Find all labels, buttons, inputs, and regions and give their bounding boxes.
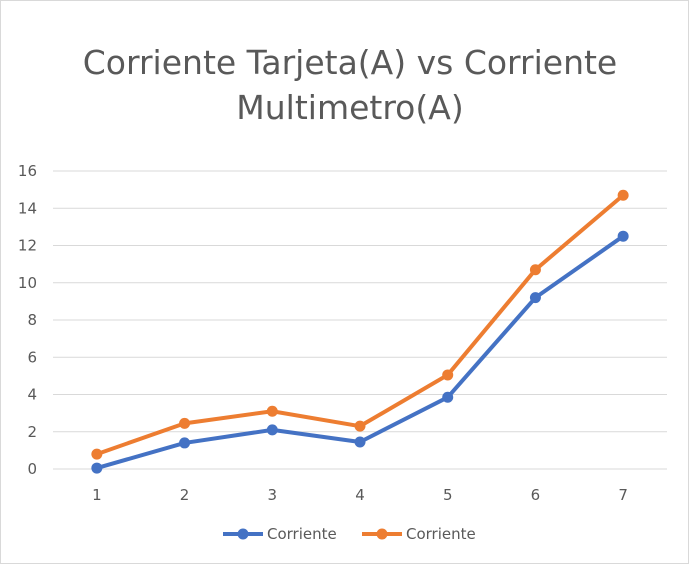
y-tick-label: 6 (27, 348, 37, 366)
data-point (266, 424, 278, 436)
y-tick-label: 8 (27, 311, 37, 329)
data-point (617, 230, 629, 242)
y-tick-label: 2 (27, 423, 37, 441)
chart-title-line-2: Multimetro(A) (236, 88, 463, 127)
data-point (529, 292, 541, 304)
data-point (91, 462, 103, 474)
x-tick-label: 5 (443, 486, 453, 504)
x-tick-label: 4 (355, 486, 365, 504)
y-tick-label: 4 (27, 386, 37, 404)
data-point (529, 264, 541, 276)
legend-entry-2: Corriente (362, 525, 476, 543)
series-1 (91, 230, 629, 474)
chart-title-line-1: Corriente Tarjeta(A) vs Corriente (83, 43, 617, 82)
legend-marker (376, 528, 388, 540)
data-point (266, 405, 278, 417)
series-2 (91, 189, 629, 460)
x-tick-label: 7 (618, 486, 628, 504)
y-tick-label: 14 (18, 199, 37, 217)
data-point (354, 420, 366, 432)
x-tick-label: 3 (268, 486, 278, 504)
legend-label: Corriente (267, 525, 337, 543)
x-tick-label: 6 (531, 486, 541, 504)
data-point (617, 189, 629, 201)
x-tick-label: 2 (180, 486, 190, 504)
data-point (179, 417, 191, 429)
y-tick-label: 10 (18, 274, 37, 292)
data-point (442, 391, 454, 403)
series-line (94, 193, 626, 457)
data-point (442, 369, 454, 381)
series-line (94, 234, 626, 471)
legend-entry-1: Corriente (223, 525, 337, 543)
legend-marker (237, 528, 249, 540)
y-tick-label: 0 (27, 460, 37, 478)
y-tick-label: 12 (18, 237, 37, 255)
x-tick-label: 1 (92, 486, 102, 504)
data-point (179, 437, 191, 449)
data-point (91, 448, 103, 460)
y-tick-label: 16 (18, 162, 37, 180)
legend-label: Corriente (406, 525, 476, 543)
data-point (354, 436, 366, 448)
